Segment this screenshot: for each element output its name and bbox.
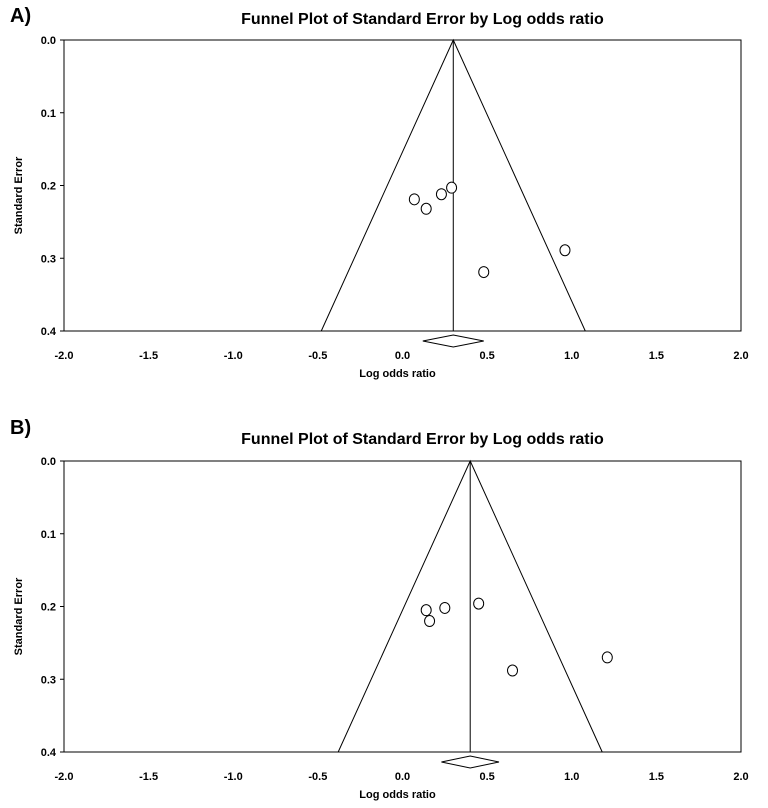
- panel-b-study-point: [507, 664, 519, 677]
- panel-a-y-tick-label: 0.4: [41, 326, 57, 338]
- panel-a-x-tick-label: 2.0: [733, 350, 748, 362]
- panel-a-y-tick-label: 0.3: [41, 253, 56, 265]
- panel-b-y-tick-label: 0.2: [41, 602, 56, 614]
- panel-a-y-tick-label: 0.0: [41, 35, 56, 47]
- panel-a-study-point: [408, 193, 420, 206]
- panel-b-study-point: [439, 601, 451, 614]
- panel-b-chart-title: Funnel Plot of Standard Error by Log odd…: [241, 431, 604, 448]
- panel-a-x-axis-label: Log odds ratio: [359, 368, 436, 380]
- panel-a-y-axis-label: Standard Error: [13, 156, 25, 234]
- panel-a-chart-title: Funnel Plot of Standard Error by Log odd…: [241, 11, 604, 28]
- panel-b-study-point: [473, 597, 485, 610]
- panel-a-x-tick-label: -1.0: [224, 350, 243, 362]
- panel-b-y-axis-label: Standard Error: [13, 577, 25, 655]
- panel-a-x-tick-label: -1.5: [139, 350, 158, 362]
- panel-b-x-tick-label: -1.5: [139, 771, 158, 783]
- panel-b-x-tick-label: 1.5: [649, 771, 664, 783]
- panel-b-x-tick-label: -2.0: [55, 771, 74, 783]
- panel-a-x-tick-label: 1.5: [649, 350, 664, 362]
- panel-b-study-point: [424, 615, 436, 628]
- panel-b-y-tick-label: 0.1: [41, 529, 56, 541]
- panel-b-x-axis-label: Log odds ratio: [359, 789, 436, 801]
- panel-a-y-tick-label: 0.2: [41, 181, 56, 193]
- panel-b-x-tick-label: 1.0: [564, 771, 579, 783]
- panel-a-study-point: [478, 266, 490, 279]
- panel-b-y-tick-label: 0.3: [41, 674, 56, 686]
- panel-b-x-tick-label: 0.5: [479, 771, 494, 783]
- panel-b-label: B): [10, 417, 31, 439]
- panel-b-x-tick-label: 2.0: [733, 771, 748, 783]
- panel-b-y-tick-label: 0.4: [41, 747, 57, 759]
- panel-b-x-tick-label: -1.0: [224, 771, 243, 783]
- panel-b-y-tick-label: 0.0: [41, 456, 56, 468]
- panel-a-x-tick-label: 1.0: [564, 350, 579, 362]
- panel-a-summary-diamond: [422, 334, 484, 348]
- panel-b-study-point: [420, 604, 432, 617]
- panel-a-study-point: [435, 188, 447, 201]
- panel-a-study-point: [559, 244, 571, 257]
- panel-a-label: A): [10, 5, 31, 27]
- panel-b-study-point: [601, 651, 613, 664]
- panel-a-study-point: [420, 202, 432, 215]
- panel-a-plot-frame: [63, 39, 742, 332]
- panel-b-x-tick-label: 0.0: [395, 771, 410, 783]
- panel-a-study-point: [446, 181, 458, 194]
- panel-b-summary-diamond: [441, 755, 500, 769]
- panel-b-x-tick-label: -0.5: [308, 771, 327, 783]
- panel-a-x-tick-label: 0.5: [479, 350, 494, 362]
- panel-b-plot-frame: [63, 460, 742, 753]
- panel-a-x-tick-label: -2.0: [55, 350, 74, 362]
- panel-a-y-tick-label: 0.1: [41, 108, 56, 120]
- panel-a-x-tick-label: -0.5: [308, 350, 327, 362]
- panel-a-x-tick-label: 0.0: [395, 350, 410, 362]
